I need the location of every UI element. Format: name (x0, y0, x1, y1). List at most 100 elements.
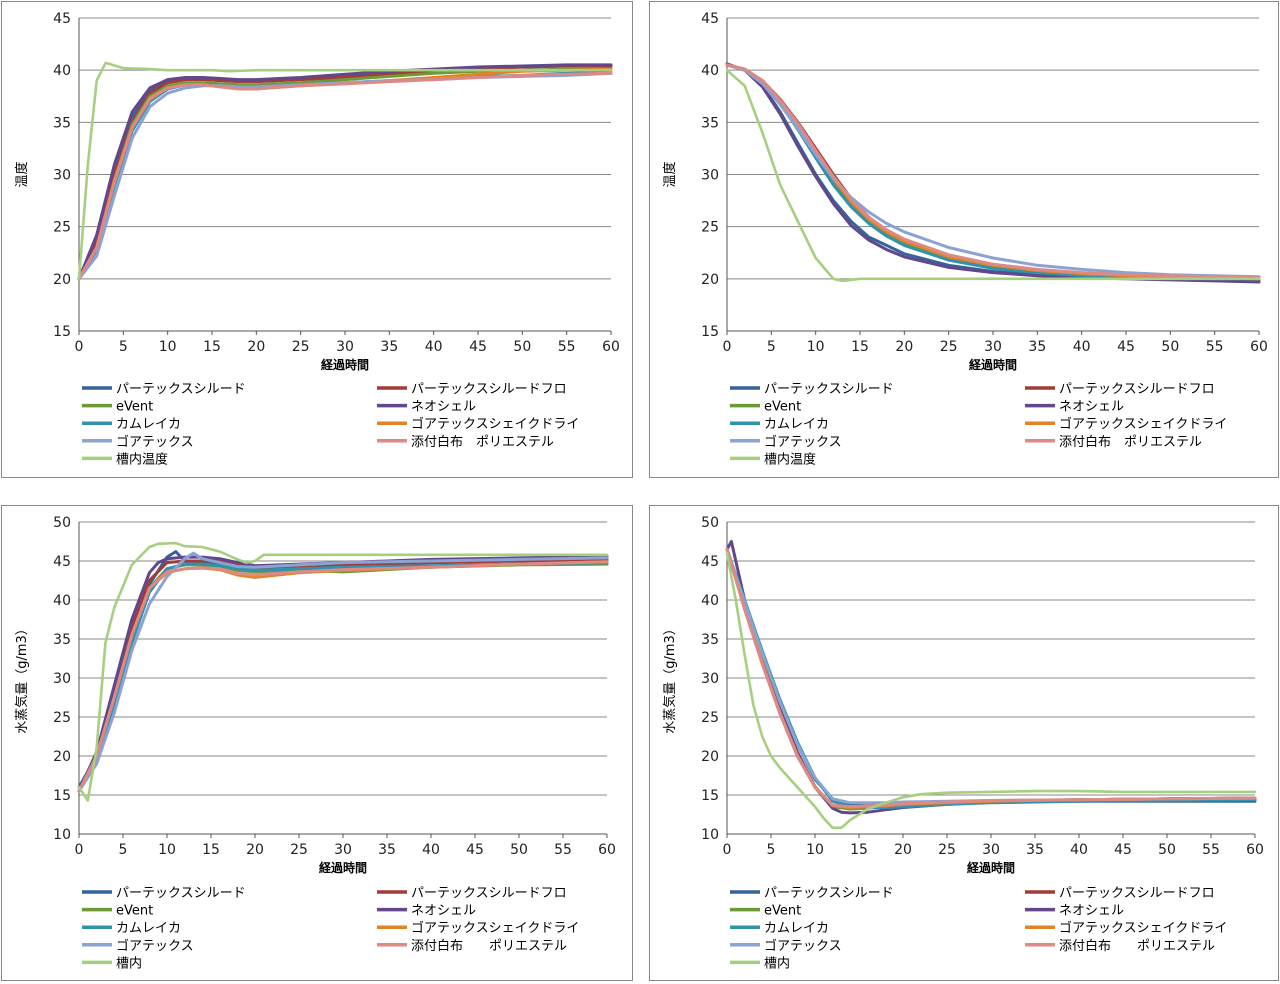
x-tick-label: 20 (894, 842, 912, 858)
y-axis-title: 温度 (662, 161, 678, 187)
x-tick-label: 30 (982, 842, 1000, 858)
chart-panel-vapor-cooling: 10 15 20 25 30 35 40 45 50 0 5 10 15 20 25 30 35 40 45 50 55… (649, 505, 1279, 981)
x-tick-label: 0 (723, 339, 732, 355)
x-axis-title: 経過時間 (319, 860, 367, 875)
y-tick-label: 30 (701, 168, 719, 184)
chart-panel-temperature-cooling: 15 20 25 30 35 40 45 0 5 10 15 20 25 30 35 40 45 50 55 60 経過… (649, 1, 1279, 478)
series-line-2 (725, 63, 1261, 283)
x-tick-label: 30 (984, 339, 1002, 355)
y-tick-label: 30 (701, 671, 719, 687)
series-line-8 (77, 71, 613, 281)
legend-label: ゴアテックスシェイクドライ (1059, 920, 1227, 936)
legend-label: カムレイカ (116, 417, 181, 432)
legend-label: ゴアテックス (764, 434, 842, 450)
legend-label: 添付白布 ポリエステル (411, 434, 554, 450)
x-tick-label: 30 (334, 842, 352, 858)
series-line-3 (725, 63, 1261, 281)
y-tick-label: 35 (53, 115, 71, 131)
legend-label: ネオシェル (1059, 904, 1124, 919)
chart-panel-vapor-heating: 10 15 20 25 30 35 40 45 50 0 5 10 15 20 25 30 35 40 45 50 55… (1, 505, 633, 981)
x-tick-label: 5 (767, 842, 776, 858)
x-axis-title: 経過時間 (321, 357, 369, 372)
y-tick-label: 40 (701, 63, 719, 79)
series-line-4 (725, 62, 1261, 284)
y-axis-title: 水蒸気量（g/m3） (662, 622, 678, 734)
legend-label: パーテックスシルードフロ (411, 382, 567, 397)
series-line-6 (77, 560, 609, 793)
x-tick-label: 55 (1206, 339, 1224, 355)
x-tick-label: 20 (895, 339, 913, 355)
series-line-5 (77, 561, 609, 793)
legend-label: 槽内温度 (116, 451, 168, 467)
y-tick-label: 25 (53, 220, 71, 236)
x-tick-label: 45 (1114, 842, 1132, 858)
x-tick-label: 5 (119, 339, 128, 355)
y-tick-label: 50 (701, 515, 719, 531)
legend-label: パーテックスシルードフロ (1059, 886, 1215, 901)
y-tick-label: 45 (701, 554, 719, 570)
series-line-7 (77, 71, 613, 281)
x-tick-label: 25 (292, 339, 310, 355)
y-tick-label: 15 (701, 324, 719, 340)
y-tick-label: 15 (53, 324, 71, 340)
y-axis-title: 水蒸気量（g/m3） (14, 622, 30, 734)
series-line-8 (725, 63, 1261, 280)
series-line-9 (77, 541, 609, 802)
y-tick-label: 10 (701, 827, 719, 843)
y-tick-label: 40 (701, 593, 719, 609)
x-tick-label: 40 (425, 339, 443, 355)
x-tick-label: 10 (807, 339, 825, 355)
series-line-8 (77, 560, 609, 793)
y-tick-label: 30 (53, 168, 71, 184)
series-line-2 (77, 64, 613, 281)
x-tick-label: 55 (554, 842, 572, 858)
y-tick-label: 30 (53, 671, 71, 687)
y-tick-label: 20 (53, 272, 71, 288)
x-tick-label: 15 (203, 339, 221, 355)
series-line-5 (725, 63, 1261, 281)
x-tick-label: 15 (850, 842, 868, 858)
x-tick-label: 55 (558, 339, 576, 355)
legend-label: eVent (764, 400, 801, 415)
legend-label: eVent (116, 400, 153, 415)
legend-label: ゴアテックスシェイクドライ (411, 920, 579, 936)
series-line-7 (77, 551, 609, 793)
x-tick-label: 35 (380, 339, 398, 355)
y-tick-label: 25 (701, 710, 719, 726)
x-tick-label: 25 (290, 842, 308, 858)
x-tick-label: 40 (422, 842, 440, 858)
x-tick-label: 25 (940, 339, 958, 355)
y-tick-label: 35 (701, 115, 719, 131)
y-tick-label: 25 (701, 220, 719, 236)
x-tick-label: 10 (806, 842, 824, 858)
chart-temperature-heating: 15 20 25 30 35 40 45 0 5 10 15 20 25 30 35 40 45 50 55 60 経過… (14, 11, 620, 467)
x-axis-title: 経過時間 (967, 860, 1015, 875)
x-tick-label: 60 (1250, 339, 1268, 355)
x-tick-label: 5 (119, 842, 128, 858)
x-tick-label: 60 (1246, 842, 1264, 858)
x-tick-label: 0 (75, 842, 84, 858)
legend-label: ゴアテックス (764, 938, 842, 954)
y-tick-label: 20 (701, 272, 719, 288)
y-tick-label: 25 (53, 710, 71, 726)
legend-label: ネオシェル (411, 904, 476, 919)
x-tick-label: 15 (851, 339, 869, 355)
series-line-1 (77, 550, 609, 789)
y-tick-label: 40 (53, 63, 71, 79)
legend-label: パーテックスシルード (116, 886, 246, 901)
x-tick-label: 40 (1070, 842, 1088, 858)
y-tick-label: 40 (53, 593, 71, 609)
x-tick-label: 0 (723, 842, 732, 858)
legend-label: ゴアテックスシェイクドライ (411, 416, 579, 432)
chart-temperature-cooling: 15 20 25 30 35 40 45 0 5 10 15 20 25 30 35 40 45 50 55 60 経過… (662, 11, 1268, 467)
y-tick-label: 45 (701, 11, 719, 27)
legend-label: ゴアテックス (116, 434, 194, 450)
y-tick-label: 10 (53, 827, 71, 843)
legend-label: カムレイカ (116, 921, 181, 936)
x-tick-label: 45 (469, 339, 487, 355)
legend-label: パーテックスシルード (764, 886, 894, 901)
x-tick-label: 20 (247, 339, 265, 355)
legend-label: パーテックスシルード (116, 382, 246, 397)
x-tick-label: 10 (159, 339, 177, 355)
y-tick-label: 35 (701, 632, 719, 648)
